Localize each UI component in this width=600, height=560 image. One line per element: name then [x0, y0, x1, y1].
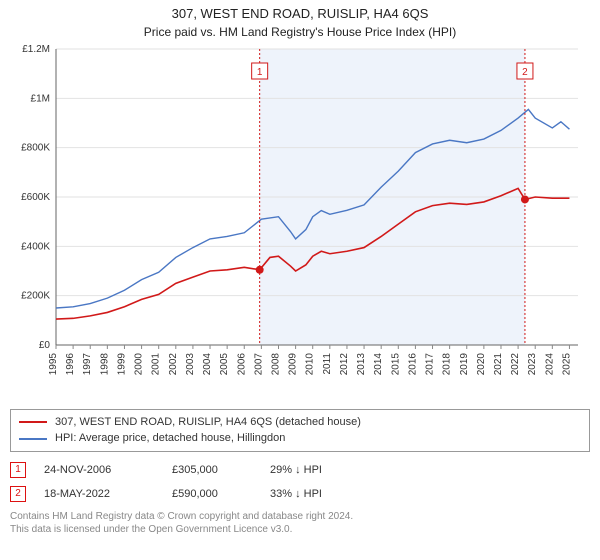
svg-text:2012: 2012	[339, 352, 350, 375]
svg-text:2017: 2017	[425, 352, 436, 375]
svg-text:2023: 2023	[527, 352, 538, 375]
svg-text:1995: 1995	[48, 352, 59, 375]
sale-date: 24-NOV-2006	[44, 464, 154, 476]
svg-text:2000: 2000	[134, 352, 145, 375]
svg-text:2013: 2013	[356, 352, 367, 375]
legend: 307, WEST END ROAD, RUISLIP, HA4 6QS (de…	[10, 409, 590, 452]
svg-text:2016: 2016	[407, 352, 418, 375]
svg-text:2004: 2004	[202, 352, 213, 375]
sale-price: £305,000	[172, 464, 252, 476]
svg-text:2002: 2002	[168, 352, 179, 375]
svg-text:1999: 1999	[116, 352, 127, 375]
svg-text:£0: £0	[39, 340, 51, 351]
svg-text:2006: 2006	[236, 352, 247, 375]
page-subtitle: Price paid vs. HM Land Registry's House …	[10, 25, 590, 39]
svg-text:1997: 1997	[82, 352, 93, 375]
svg-text:2018: 2018	[442, 352, 453, 375]
svg-text:2022: 2022	[510, 352, 521, 375]
svg-text:2014: 2014	[373, 352, 384, 375]
sale-row: 1 24-NOV-2006 £305,000 29% ↓ HPI	[10, 458, 590, 482]
footer: Contains HM Land Registry data © Crown c…	[10, 510, 590, 536]
legend-swatch	[19, 438, 47, 440]
sale-diff: 29% ↓ HPI	[270, 464, 370, 476]
page-title: 307, WEST END ROAD, RUISLIP, HA4 6QS	[10, 6, 590, 23]
svg-text:2011: 2011	[322, 352, 333, 374]
svg-text:1996: 1996	[65, 352, 76, 375]
svg-text:2019: 2019	[459, 352, 470, 375]
sale-diff: 33% ↓ HPI	[270, 488, 370, 500]
legend-item: HPI: Average price, detached house, Hill…	[19, 430, 581, 447]
svg-text:2021: 2021	[493, 352, 504, 375]
svg-text:£1.2M: £1.2M	[22, 44, 50, 55]
sale-row: 2 18-MAY-2022 £590,000 33% ↓ HPI	[10, 482, 590, 506]
svg-text:£1M: £1M	[31, 93, 50, 104]
svg-text:2024: 2024	[544, 352, 555, 375]
svg-text:2: 2	[522, 67, 528, 78]
svg-text:1: 1	[257, 67, 263, 78]
sales-table: 1 24-NOV-2006 £305,000 29% ↓ HPI 2 18-MA…	[10, 458, 590, 506]
svg-text:£400K: £400K	[21, 241, 50, 252]
legend-label: HPI: Average price, detached house, Hill…	[55, 430, 285, 447]
svg-text:2010: 2010	[305, 352, 316, 375]
svg-text:2003: 2003	[185, 352, 196, 375]
legend-swatch	[19, 421, 47, 423]
svg-text:£800K: £800K	[21, 143, 50, 154]
svg-text:2015: 2015	[390, 352, 401, 375]
sale-badge: 1	[10, 462, 26, 478]
svg-text:2007: 2007	[253, 352, 264, 375]
sale-price: £590,000	[172, 488, 252, 500]
legend-item: 307, WEST END ROAD, RUISLIP, HA4 6QS (de…	[19, 414, 581, 431]
svg-text:2009: 2009	[288, 352, 299, 375]
svg-text:2020: 2020	[476, 352, 487, 375]
svg-text:£600K: £600K	[21, 192, 50, 203]
svg-text:1998: 1998	[99, 352, 110, 375]
svg-text:2005: 2005	[219, 352, 230, 375]
footer-line: This data is licensed under the Open Gov…	[10, 523, 590, 536]
chart-container: 307, WEST END ROAD, RUISLIP, HA4 6QS Pri…	[0, 0, 600, 560]
price-chart: £0 £200K £400K £600K £800K £1M £1.2M 1995 1996 19…	[10, 43, 590, 403]
sale-date: 18-MAY-2022	[44, 488, 154, 500]
legend-label: 307, WEST END ROAD, RUISLIP, HA4 6QS (de…	[55, 414, 361, 431]
sale-badge: 2	[10, 486, 26, 502]
svg-text:2008: 2008	[270, 352, 281, 375]
svg-text:2001: 2001	[151, 352, 162, 375]
svg-text:2025: 2025	[561, 352, 572, 375]
footer-line: Contains HM Land Registry data © Crown c…	[10, 510, 590, 523]
svg-text:£200K: £200K	[21, 291, 50, 302]
